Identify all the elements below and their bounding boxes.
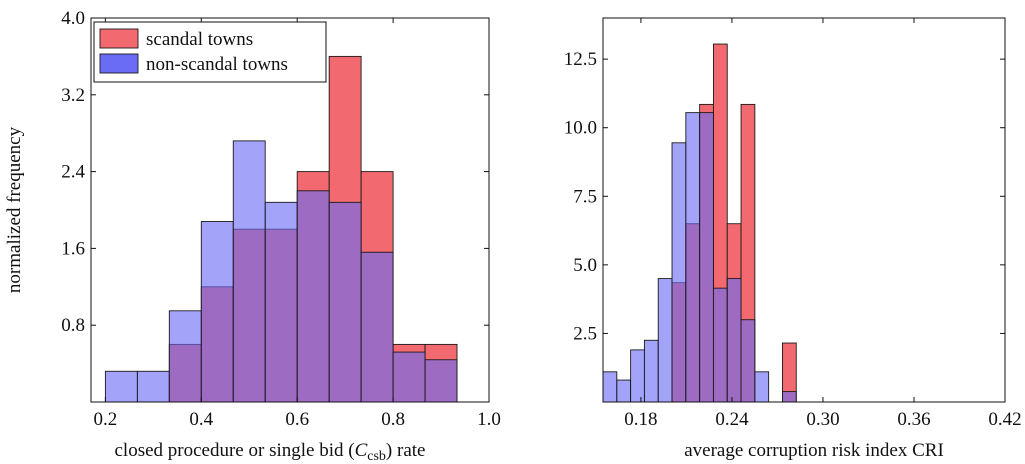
x-tick-label: 0.24 bbox=[715, 409, 749, 430]
y-tick-label: 2.4 bbox=[61, 162, 85, 183]
bar-non-scandal bbox=[740, 319, 756, 403]
chart-panel-1: 0.2 0.4 0.6 0.8 1.0 0.8 1.6 2.4 3.2 4.0 closed pro… bbox=[4, 8, 501, 464]
legend-label: scandal towns bbox=[146, 29, 253, 50]
bar-non-scandal bbox=[328, 201, 362, 403]
plot-frame bbox=[602, 17, 1006, 403]
y-tick-label: 3.2 bbox=[61, 85, 85, 106]
y-tick-label: 5.0 bbox=[573, 255, 597, 276]
bar-non-scandal bbox=[685, 112, 701, 403]
x-axis-label: closed procedure or single bid (Ccsb) ra… bbox=[115, 440, 426, 464]
y-tick-label: 2.5 bbox=[573, 323, 597, 344]
y-tick-label: 10.0 bbox=[564, 118, 597, 139]
x-tick-label: 0.4 bbox=[189, 409, 213, 430]
bar-non-scandal bbox=[264, 201, 298, 403]
bar-non-scandal bbox=[643, 339, 659, 403]
bar-non-scandal bbox=[726, 278, 742, 403]
bar-non-scandal bbox=[657, 278, 673, 403]
bar-non-scandal bbox=[616, 379, 632, 403]
bar-non-scandal bbox=[232, 140, 266, 403]
bar-non-scandal bbox=[602, 371, 618, 403]
bar-non-scandal bbox=[754, 371, 770, 403]
legend-swatch bbox=[99, 28, 139, 49]
bar-non-scandal bbox=[360, 251, 394, 403]
bars-group bbox=[602, 43, 797, 403]
bar-non-scandal bbox=[104, 370, 138, 403]
x-tick-label: 0.30 bbox=[806, 409, 839, 430]
legend-label: non-scandal towns bbox=[146, 54, 288, 75]
bar-non-scandal bbox=[782, 391, 797, 403]
bar-non-scandal bbox=[699, 112, 714, 403]
x-tick-label: 0.2 bbox=[94, 409, 118, 430]
x-tick-label: 0.36 bbox=[897, 409, 930, 430]
bar-non-scandal bbox=[630, 349, 645, 403]
chart-panel-2: 0.18 0.24 0.30 0.36 0.42 2.5 5.0 7.5 10.0 12.5 ave… bbox=[564, 17, 1022, 461]
bar-non-scandal bbox=[200, 221, 234, 403]
bar-non-scandal bbox=[296, 190, 330, 403]
y-tick-label: 12.5 bbox=[564, 49, 597, 70]
legend: scandal towns non-scandal towns bbox=[93, 21, 327, 83]
x-tick-label: 0.18 bbox=[624, 409, 657, 430]
x-tick-label: 1.0 bbox=[477, 409, 501, 430]
bar-non-scandal bbox=[671, 142, 687, 403]
bar-non-scandal bbox=[424, 359, 458, 403]
x-tick-label: 0.42 bbox=[988, 409, 1021, 430]
y-tick-label: 0.8 bbox=[61, 315, 85, 336]
bar-non-scandal bbox=[168, 310, 202, 403]
bars-group bbox=[104, 55, 458, 403]
legend-swatch bbox=[99, 53, 139, 74]
bar-non-scandal bbox=[392, 351, 426, 403]
bar-non-scandal bbox=[712, 287, 728, 403]
y-tick-label: 4.0 bbox=[61, 8, 85, 29]
x-tick-label: 0.6 bbox=[285, 409, 309, 430]
x-axis-label: average corruption risk index CRI bbox=[684, 440, 944, 461]
bar-non-scandal bbox=[136, 370, 170, 403]
plot-frame bbox=[90, 17, 490, 403]
y-tick-label: 1.6 bbox=[61, 238, 85, 259]
x-tick-label: 0.8 bbox=[381, 409, 405, 430]
y-axis-label: normalized frequency bbox=[4, 126, 25, 293]
y-tick-label: 7.5 bbox=[573, 186, 597, 207]
